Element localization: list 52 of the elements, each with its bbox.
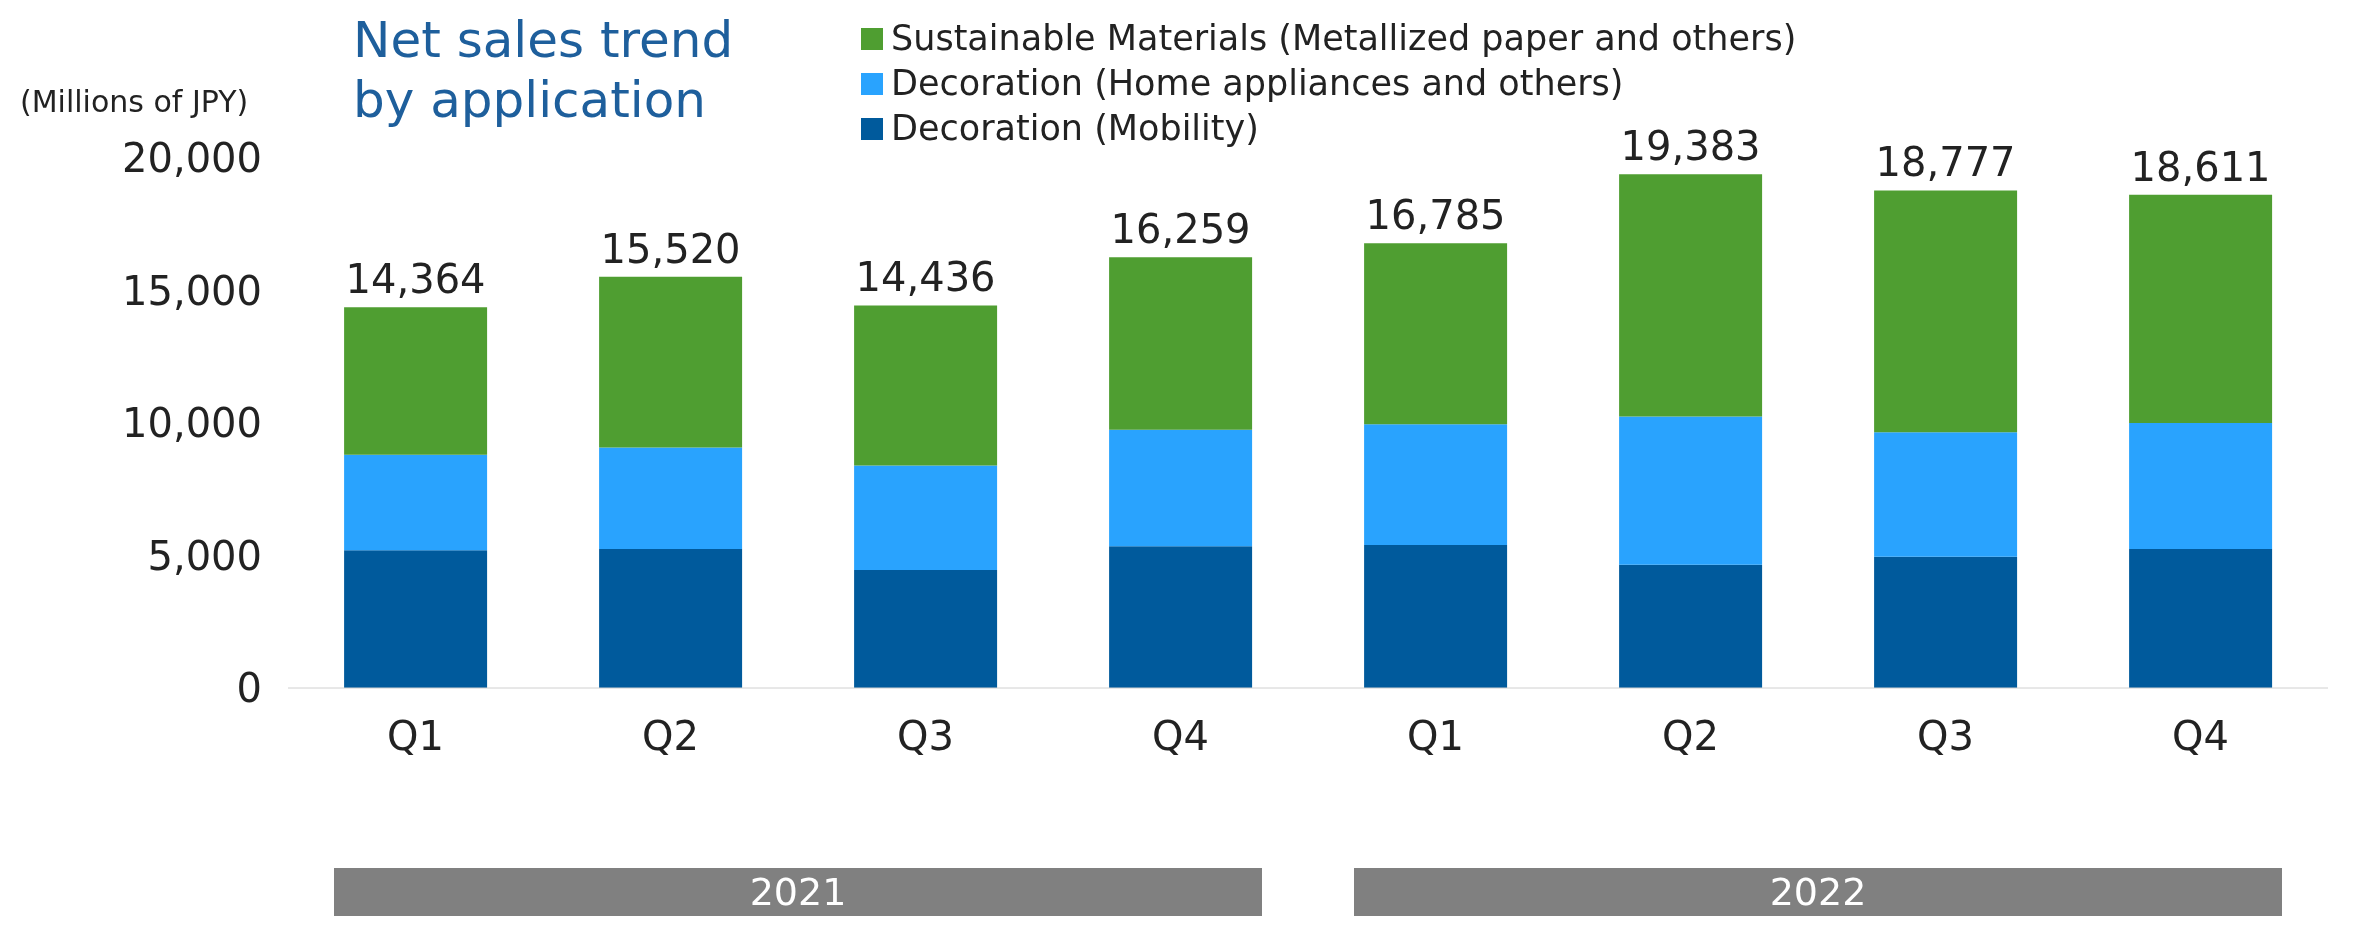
bar bbox=[1619, 564, 1763, 688]
y-tick-label: 15,000 bbox=[122, 267, 262, 314]
x-tick-label: Q1 bbox=[1407, 713, 1464, 760]
bar bbox=[1364, 424, 1508, 545]
x-tick-label: Q4 bbox=[1152, 713, 1209, 760]
bar bbox=[1619, 416, 1763, 565]
bar bbox=[1364, 544, 1508, 688]
total-label: 15,520 bbox=[600, 225, 741, 272]
x-tick-label: Q1 bbox=[387, 713, 444, 760]
y-tick-label: 0 bbox=[236, 665, 262, 712]
bar bbox=[854, 465, 998, 571]
bar bbox=[854, 305, 998, 466]
bar bbox=[1874, 556, 2018, 688]
bar bbox=[1364, 243, 1508, 425]
x-tick-label: Q3 bbox=[897, 713, 954, 760]
total-label: 14,364 bbox=[345, 256, 486, 303]
bar bbox=[599, 276, 743, 448]
bar bbox=[344, 550, 488, 688]
bar bbox=[1109, 257, 1253, 430]
bar bbox=[1874, 432, 2018, 557]
bar bbox=[344, 454, 488, 551]
bar bbox=[854, 570, 998, 688]
legend-label: Decoration (Home appliances and others) bbox=[891, 62, 1624, 105]
total-label: 14,436 bbox=[855, 254, 996, 301]
bar bbox=[2129, 423, 2273, 549]
bar bbox=[1619, 174, 1763, 417]
total-label: 16,259 bbox=[1110, 206, 1251, 253]
bar bbox=[1109, 546, 1253, 688]
x-tick-label: Q2 bbox=[1662, 713, 1719, 760]
total-label: 18,611 bbox=[2130, 143, 2271, 190]
legend-label: Decoration (Mobility) bbox=[891, 107, 1259, 150]
y-axis-title: (Millions of JPY) bbox=[20, 84, 249, 119]
bar bbox=[599, 548, 743, 688]
total-label: 18,777 bbox=[1875, 139, 2016, 186]
total-label: 16,785 bbox=[1365, 192, 1506, 239]
text: 2021 bbox=[333, 868, 1263, 916]
y-tick-label: 20,000 bbox=[122, 135, 262, 182]
bar bbox=[2129, 194, 2273, 423]
y-tick-label: 5,000 bbox=[147, 532, 262, 579]
bar bbox=[1109, 429, 1253, 547]
legend-label: Sustainable Materials (Metallized paper and others) bbox=[891, 17, 1797, 60]
total-label: 19,383 bbox=[1620, 123, 1761, 170]
bar bbox=[1874, 190, 2018, 433]
x-tick-label: Q2 bbox=[642, 713, 699, 760]
x-tick-label: Q3 bbox=[1917, 713, 1974, 760]
chart-title: Net sales trend by application bbox=[353, 10, 734, 130]
bar bbox=[2129, 548, 2273, 688]
bar bbox=[599, 447, 743, 549]
x-tick-label: Q4 bbox=[2172, 713, 2229, 760]
y-tick-label: 10,000 bbox=[122, 400, 262, 447]
text: 2022 bbox=[1353, 868, 2283, 916]
bar bbox=[344, 307, 488, 455]
